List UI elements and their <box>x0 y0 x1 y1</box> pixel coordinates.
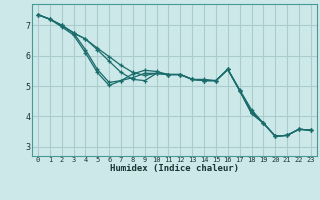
X-axis label: Humidex (Indice chaleur): Humidex (Indice chaleur) <box>110 164 239 173</box>
